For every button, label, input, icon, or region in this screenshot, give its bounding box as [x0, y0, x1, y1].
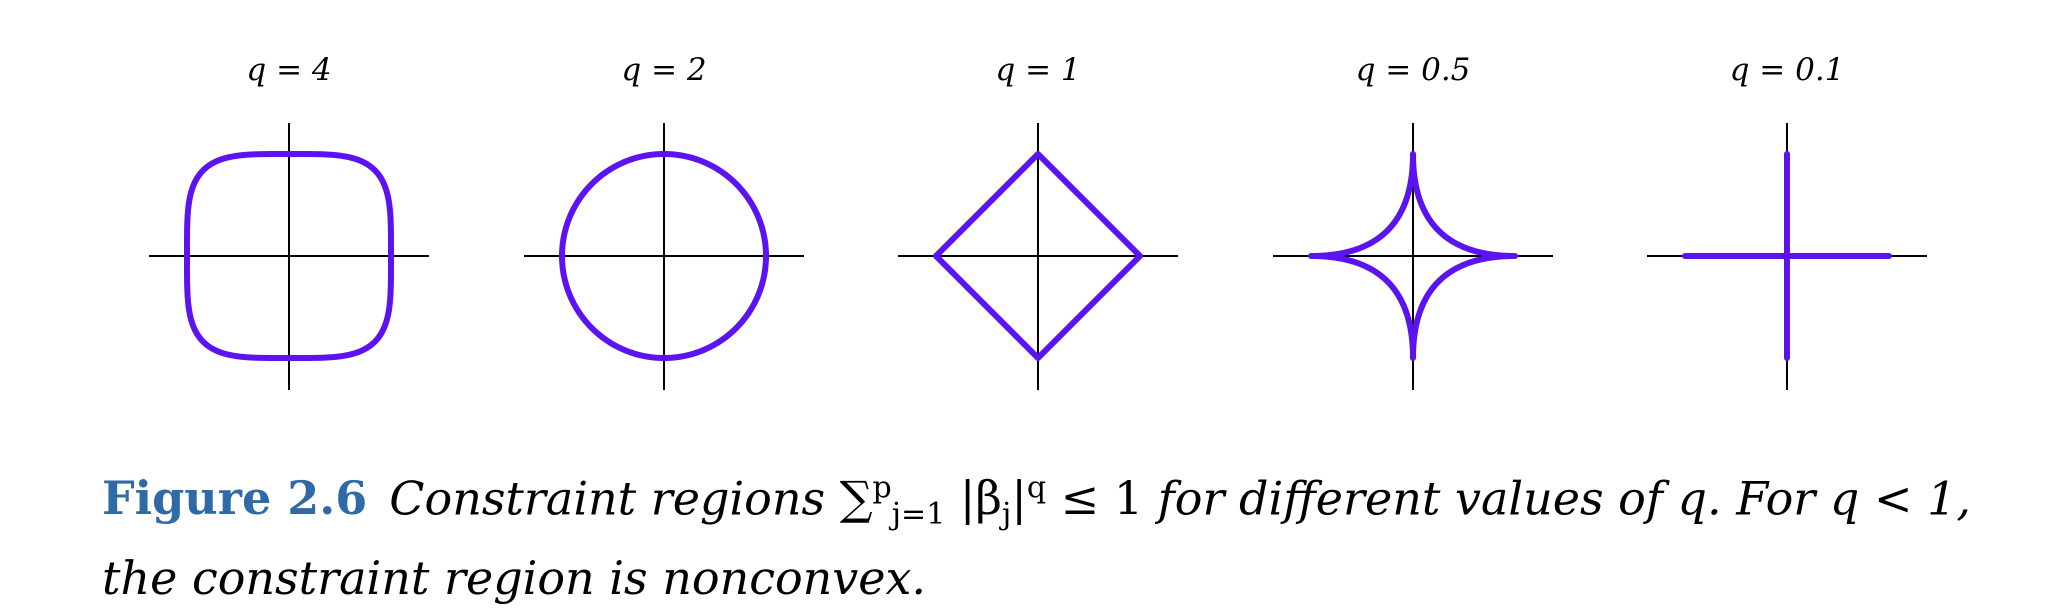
panel-title-q05: q = 0.5	[1355, 52, 1471, 88]
panel-title-q01: q = 0.1	[1729, 52, 1845, 88]
figure-caption: Figure 2.6 Constraint regions ∑pj=1 |βj|q…	[102, 458, 1992, 609]
caption-label: Figure 2.6	[102, 471, 368, 526]
figure-panels: q = 4 q = 2 q = 1 q = 0.5 q = 0.1	[149, 52, 1927, 390]
panel-q01	[1647, 123, 1927, 390]
caption-text-before: Constraint regions	[389, 471, 826, 526]
constraint-region-curve	[1308, 151, 1518, 361]
constraint-regions-plot	[149, 123, 1927, 390]
caption-math: ∑pj=1 |βj|q ≤ 1	[839, 471, 1144, 533]
beta-abs-close: |	[1011, 471, 1027, 526]
beta-index: j	[1002, 497, 1012, 533]
constraint-region-curve	[1682, 151, 1892, 361]
panel-q2	[524, 123, 804, 390]
sum-upper: p	[872, 471, 892, 506]
beta-power: q	[1026, 471, 1047, 506]
panel-title-q1: q = 1	[995, 52, 1081, 88]
panel-q05	[1273, 123, 1553, 390]
panel-title-q4: q = 4	[246, 52, 332, 88]
beta-abs: |β	[959, 471, 1002, 526]
constraint-region-curve	[184, 151, 394, 361]
caption-text-after: for different values of q. For q < 1, th…	[102, 471, 1972, 605]
sum-lower: j=1	[891, 497, 946, 533]
inequality: ≤ 1	[1046, 471, 1144, 526]
panel-q1	[898, 123, 1178, 390]
constraint-region-curve	[559, 151, 769, 361]
sum-symbol: ∑	[839, 471, 873, 526]
panel-title-q2: q = 2	[621, 52, 707, 88]
panel-q4	[149, 123, 429, 390]
constraint-region-curve	[933, 151, 1143, 361]
